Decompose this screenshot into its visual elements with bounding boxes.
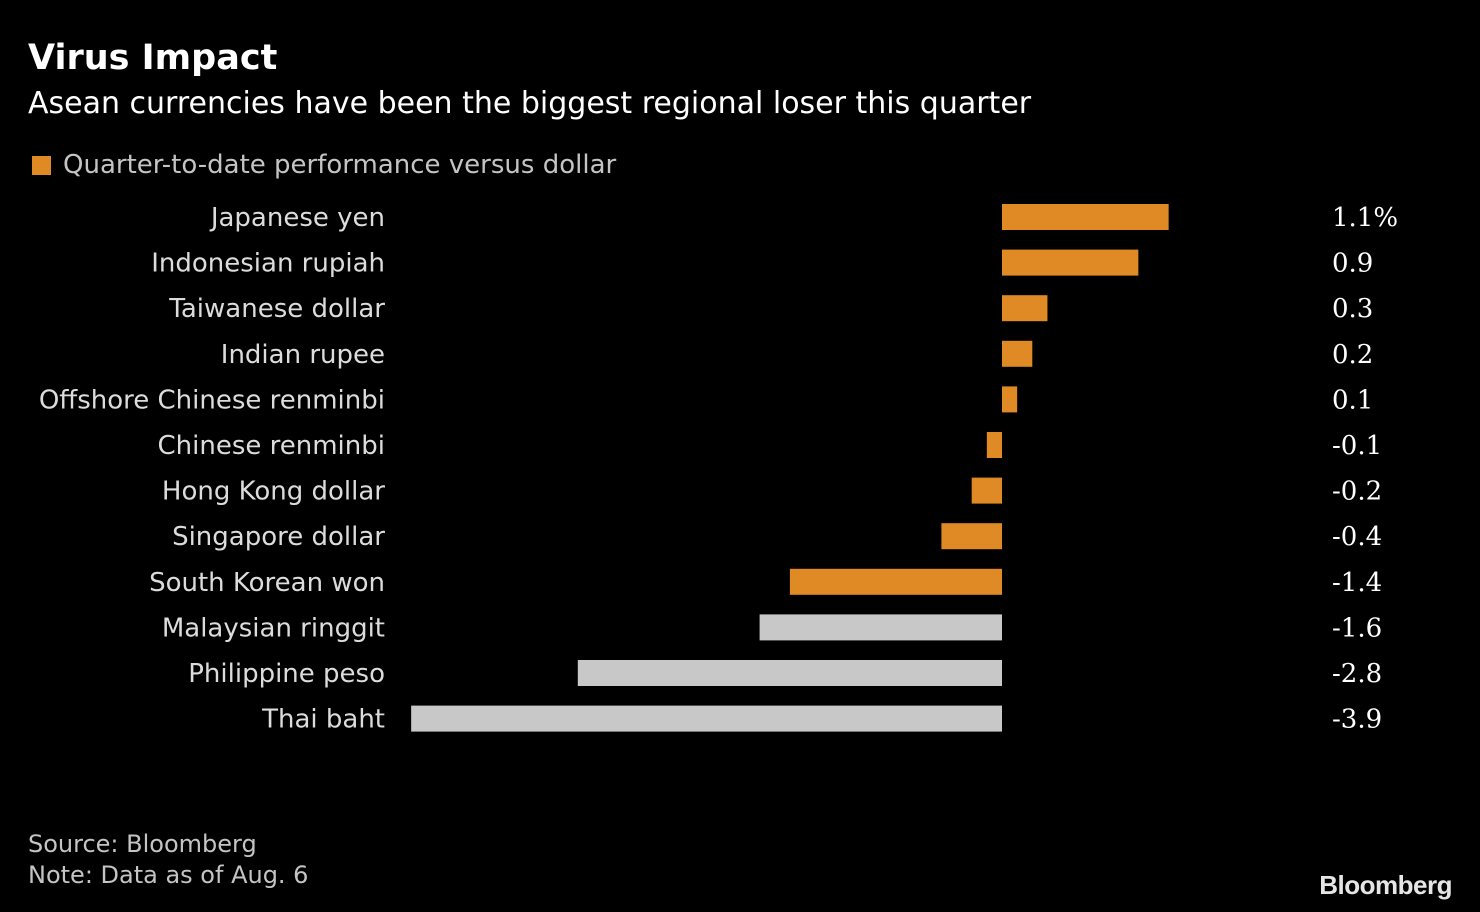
chart-title: Virus Impact — [28, 38, 278, 78]
value-label: -3.9 — [1332, 705, 1382, 735]
value-label: -0.4 — [1332, 522, 1382, 552]
bar — [971, 477, 1002, 504]
value-label: 0.1 — [1332, 385, 1373, 415]
bar — [411, 705, 1002, 732]
source-note: Source: Bloomberg — [28, 830, 257, 858]
category-label: Philippine peso — [188, 659, 385, 689]
category-label: Offshore Chinese renminbi — [39, 385, 385, 415]
category-label: Indonesian rupiah — [151, 249, 385, 279]
chart-subtitle: Asean currencies have been the biggest r… — [28, 86, 1032, 121]
bar — [986, 432, 1002, 458]
value-label: -1.4 — [1332, 568, 1382, 598]
bar — [1002, 340, 1033, 367]
bar — [759, 614, 1002, 641]
category-label: Malaysian ringgit — [162, 613, 385, 643]
bar — [941, 523, 1002, 550]
bar — [577, 660, 1002, 686]
legend: Quarter-to-date performance versus dolla… — [32, 150, 616, 180]
bloomberg-logo: Bloomberg — [1319, 870, 1452, 900]
category-label: Hong Kong dollar — [162, 477, 385, 507]
category-label: Japanese yen — [209, 203, 385, 233]
bar — [1002, 249, 1139, 276]
value-label: -0.1 — [1332, 431, 1382, 461]
category-label: Singapore dollar — [172, 522, 385, 552]
category-label: Chinese renminbi — [158, 431, 386, 461]
category-label: South Korean won — [149, 568, 385, 598]
value-label: -2.8 — [1332, 659, 1382, 689]
legend-swatch — [32, 155, 51, 175]
value-label: -0.2 — [1332, 477, 1382, 507]
data-note: Note: Data as of Aug. 6 — [28, 861, 309, 889]
legend-label: Quarter-to-date performance versus dolla… — [63, 150, 617, 180]
bar — [1002, 295, 1048, 322]
value-label: 0.3 — [1332, 294, 1373, 324]
category-label: Indian rupee — [221, 340, 385, 370]
value-label: -1.6 — [1332, 613, 1382, 643]
bar — [789, 568, 1002, 595]
value-label: 1.1% — [1332, 203, 1398, 233]
value-label: 0.9 — [1332, 249, 1373, 279]
value-label: 0.2 — [1332, 340, 1373, 370]
bar — [1002, 386, 1018, 413]
category-label: Thai baht — [261, 705, 385, 735]
bar — [1002, 204, 1169, 230]
category-label: Taiwanese dollar — [168, 294, 385, 324]
